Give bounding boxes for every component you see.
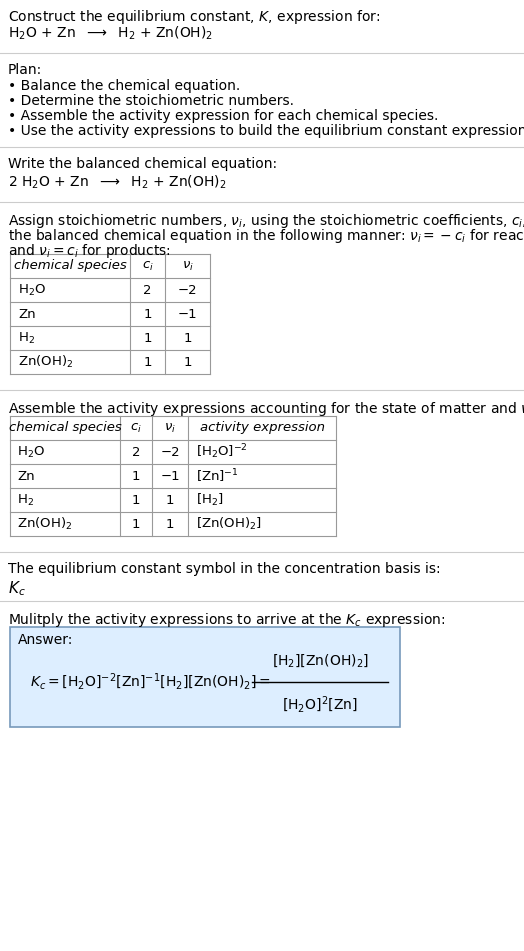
Text: $\mathrm{H_2O}$ + Zn  $\longrightarrow$  $\mathrm{H_2}$ + Zn(OH)$_2$: $\mathrm{H_2O}$ + Zn $\longrightarrow$ $…	[8, 25, 213, 43]
Text: $K_c = [\mathrm{H_2O}]^{-2}[\mathrm{Zn}]^{-1}[\mathrm{H_2}][\mathrm{Zn(OH)_2}] =: $K_c = [\mathrm{H_2O}]^{-2}[\mathrm{Zn}]…	[30, 671, 270, 692]
Text: $[\mathrm{Zn(OH)_2}]$: $[\mathrm{Zn(OH)_2}]$	[196, 516, 262, 532]
Text: activity expression: activity expression	[200, 421, 324, 435]
Text: 1: 1	[143, 332, 152, 344]
Text: 1: 1	[183, 332, 192, 344]
Text: Answer:: Answer:	[18, 633, 73, 647]
Text: 1: 1	[132, 470, 140, 482]
Text: 1: 1	[143, 356, 152, 368]
Text: • Balance the chemical equation.: • Balance the chemical equation.	[8, 79, 240, 93]
Text: $\mathit{c}_i$: $\mathit{c}_i$	[141, 260, 154, 273]
Text: $[\mathrm{H_2O}]^{-2}$: $[\mathrm{H_2O}]^{-2}$	[196, 442, 248, 461]
Text: the balanced chemical equation in the following manner: $\nu_i = -c_i$ for react: the balanced chemical equation in the fo…	[8, 227, 524, 245]
Text: 2: 2	[143, 283, 152, 297]
Text: −1: −1	[178, 307, 198, 320]
Text: 1: 1	[132, 494, 140, 507]
Text: 2 $\mathrm{H_2O}$ + Zn  $\longrightarrow$  $\mathrm{H_2}$ + Zn(OH)$_2$: 2 $\mathrm{H_2O}$ + Zn $\longrightarrow$…	[8, 174, 226, 191]
Text: 1: 1	[166, 517, 174, 531]
Text: $[\mathrm{H_2}][\mathrm{Zn(OH)_2}]$: $[\mathrm{H_2}][\mathrm{Zn(OH)_2}]$	[271, 652, 368, 669]
Text: chemical species: chemical species	[8, 421, 122, 435]
FancyBboxPatch shape	[10, 627, 400, 727]
Text: $[\mathrm{H_2}]$: $[\mathrm{H_2}]$	[196, 492, 224, 508]
Text: Zn(OH)$_2$: Zn(OH)$_2$	[18, 354, 73, 370]
Text: Plan:: Plan:	[8, 63, 42, 77]
Text: $\mathrm{H_2O}$: $\mathrm{H_2O}$	[18, 282, 46, 298]
Text: • Use the activity expressions to build the equilibrium constant expression.: • Use the activity expressions to build …	[8, 124, 524, 138]
Text: 1: 1	[183, 356, 192, 368]
Text: 1: 1	[132, 517, 140, 531]
Text: $\mathrm{H_2}$: $\mathrm{H_2}$	[18, 330, 35, 345]
Text: $\mathrm{H_2O}$: $\mathrm{H_2O}$	[17, 444, 45, 459]
Text: 2: 2	[132, 445, 140, 458]
Text: Construct the equilibrium constant, $\mathit{K}$, expression for:: Construct the equilibrium constant, $\ma…	[8, 8, 380, 26]
Text: −2: −2	[160, 445, 180, 458]
Text: −1: −1	[160, 470, 180, 482]
Text: The equilibrium constant symbol in the concentration basis is:: The equilibrium constant symbol in the c…	[8, 562, 441, 576]
Text: $\nu_i$: $\nu_i$	[164, 421, 176, 435]
Text: • Assemble the activity expression for each chemical species.: • Assemble the activity expression for e…	[8, 109, 439, 123]
Text: Zn: Zn	[17, 470, 35, 482]
Text: Zn: Zn	[18, 307, 36, 320]
Text: $\mathit{c}_i$: $\mathit{c}_i$	[130, 421, 142, 435]
Text: $[\mathrm{H_2O}]^2[\mathrm{Zn}]$: $[\mathrm{H_2O}]^2[\mathrm{Zn}]$	[282, 695, 358, 715]
Text: Assign stoichiometric numbers, $\nu_i$, using the stoichiometric coefficients, $: Assign stoichiometric numbers, $\nu_i$, …	[8, 212, 524, 230]
Text: and $\nu_i = c_i$ for products:: and $\nu_i = c_i$ for products:	[8, 242, 171, 260]
Text: $\mathrm{H_2}$: $\mathrm{H_2}$	[17, 493, 34, 508]
Text: Zn(OH)$_2$: Zn(OH)$_2$	[17, 516, 72, 532]
Text: Assemble the activity expressions accounting for the state of matter and $\nu_i$: Assemble the activity expressions accoun…	[8, 400, 524, 418]
Text: • Determine the stoichiometric numbers.: • Determine the stoichiometric numbers.	[8, 94, 294, 108]
Text: Mulitply the activity expressions to arrive at the $K_c$ expression:: Mulitply the activity expressions to arr…	[8, 611, 445, 629]
Text: Write the balanced chemical equation:: Write the balanced chemical equation:	[8, 157, 277, 171]
Text: −2: −2	[178, 283, 198, 297]
Text: $\nu_i$: $\nu_i$	[181, 260, 193, 273]
Text: 1: 1	[166, 494, 174, 507]
Text: chemical species: chemical species	[14, 260, 126, 273]
Text: 1: 1	[143, 307, 152, 320]
Text: $K_c$: $K_c$	[8, 579, 26, 597]
Text: $[\mathrm{Zn}]^{-1}$: $[\mathrm{Zn}]^{-1}$	[196, 467, 239, 485]
